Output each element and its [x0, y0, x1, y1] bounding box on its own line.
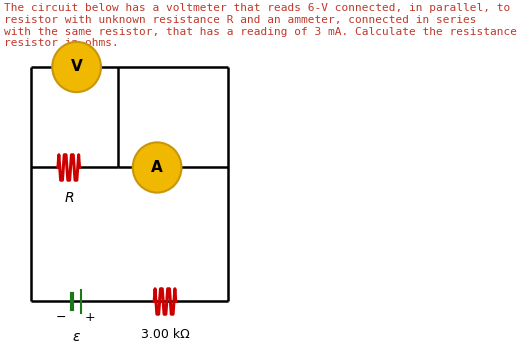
Text: ε: ε	[73, 330, 80, 344]
Text: −: −	[56, 311, 67, 324]
Text: R: R	[64, 191, 74, 205]
Ellipse shape	[133, 142, 181, 193]
Text: V: V	[71, 59, 82, 75]
Ellipse shape	[52, 42, 101, 92]
Text: The circuit below has a voltmeter that reads 6-V connected, in parallel, to
resi: The circuit below has a voltmeter that r…	[4, 3, 524, 48]
Text: 3.00 kΩ: 3.00 kΩ	[140, 328, 189, 341]
Text: +: +	[84, 311, 95, 324]
Text: A: A	[151, 160, 163, 175]
